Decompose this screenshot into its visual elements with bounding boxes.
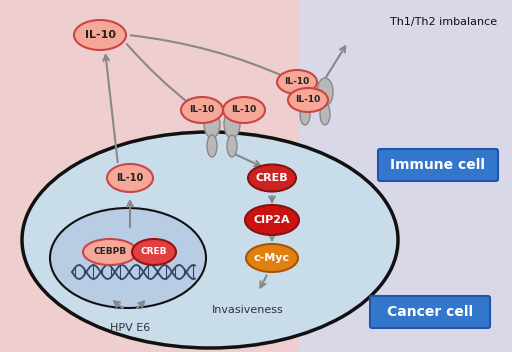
Ellipse shape — [223, 97, 265, 123]
Ellipse shape — [207, 135, 217, 157]
Ellipse shape — [297, 78, 313, 106]
Ellipse shape — [248, 164, 296, 191]
Text: IL-10: IL-10 — [284, 77, 310, 87]
Ellipse shape — [245, 205, 299, 235]
FancyBboxPatch shape — [378, 149, 498, 181]
Text: Cancer cell: Cancer cell — [387, 305, 473, 319]
Ellipse shape — [288, 88, 328, 112]
Ellipse shape — [227, 135, 237, 157]
Ellipse shape — [132, 239, 176, 265]
Text: Th1/Th2 imbalance: Th1/Th2 imbalance — [390, 17, 497, 27]
Text: c-Myc: c-Myc — [254, 253, 290, 263]
Ellipse shape — [277, 70, 317, 94]
Text: CEBPB: CEBPB — [93, 247, 126, 257]
Ellipse shape — [224, 110, 240, 138]
Text: IL-10: IL-10 — [84, 30, 116, 40]
Ellipse shape — [107, 164, 153, 192]
Text: HPV E6: HPV E6 — [110, 323, 150, 333]
Text: CREB: CREB — [255, 173, 288, 183]
Polygon shape — [300, 0, 512, 352]
Ellipse shape — [50, 208, 206, 308]
Ellipse shape — [300, 103, 310, 125]
Ellipse shape — [74, 20, 126, 50]
Text: CIP2A: CIP2A — [253, 215, 290, 225]
Text: Immune cell: Immune cell — [391, 158, 485, 172]
Ellipse shape — [181, 97, 223, 123]
Ellipse shape — [22, 132, 398, 348]
FancyBboxPatch shape — [370, 296, 490, 328]
Text: IL-10: IL-10 — [116, 173, 144, 183]
Ellipse shape — [246, 244, 298, 272]
Ellipse shape — [317, 78, 333, 106]
Text: IL-10: IL-10 — [231, 106, 257, 114]
Text: CREB: CREB — [141, 247, 167, 257]
Ellipse shape — [320, 103, 330, 125]
Text: IL-10: IL-10 — [295, 95, 321, 105]
Ellipse shape — [204, 110, 220, 138]
Text: IL-10: IL-10 — [189, 106, 215, 114]
Text: Invasiveness: Invasiveness — [212, 305, 284, 315]
Ellipse shape — [83, 239, 137, 265]
